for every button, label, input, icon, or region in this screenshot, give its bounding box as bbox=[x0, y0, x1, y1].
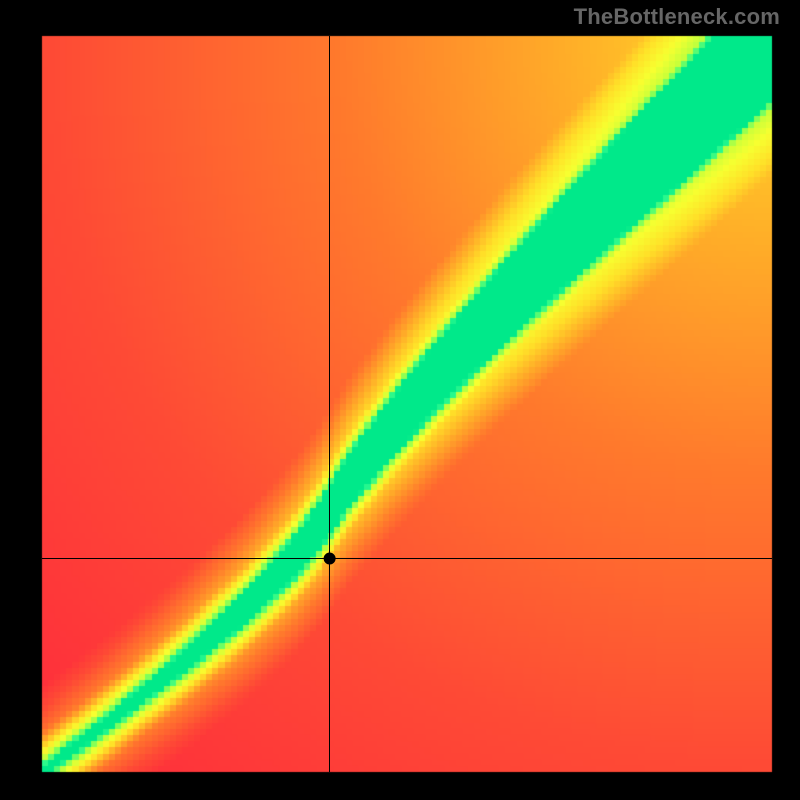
chart-container: TheBottleneck.com bbox=[0, 0, 800, 800]
watermark-text: TheBottleneck.com bbox=[574, 4, 780, 30]
heatmap-canvas bbox=[0, 0, 800, 800]
